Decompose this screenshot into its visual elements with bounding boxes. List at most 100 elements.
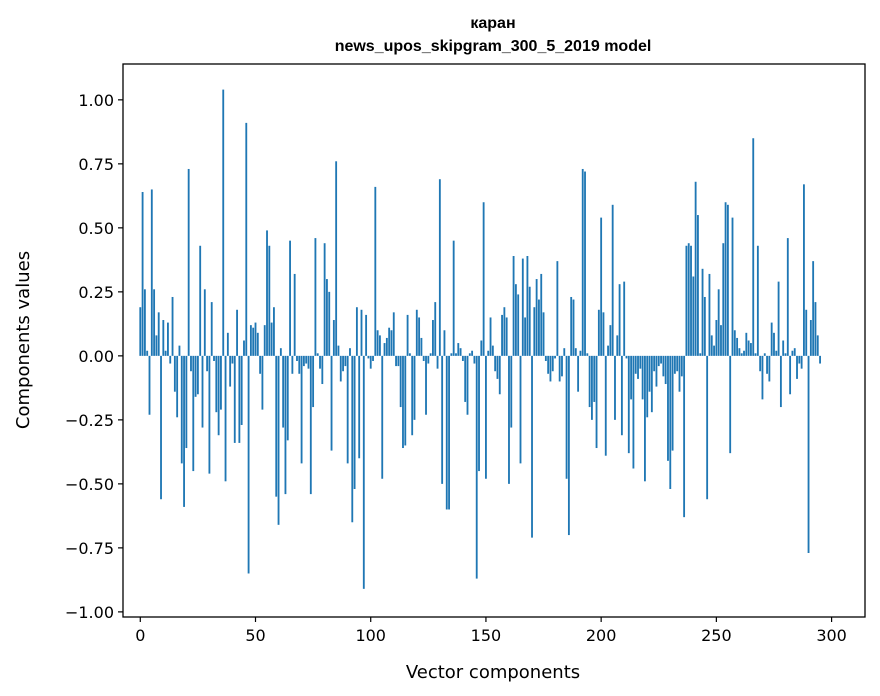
x-tick-label-50: 50 bbox=[245, 626, 265, 645]
bar-226 bbox=[660, 355, 662, 364]
bar-204 bbox=[609, 325, 612, 356]
bar-243 bbox=[699, 353, 702, 356]
bar-172 bbox=[535, 279, 538, 356]
y-tick-label-4: 0.00 bbox=[78, 347, 114, 366]
bar-278 bbox=[779, 355, 782, 408]
bar-182 bbox=[558, 355, 561, 382]
bar-176 bbox=[544, 355, 547, 361]
x-tick-label-200: 200 bbox=[586, 626, 617, 645]
bar-83 bbox=[330, 355, 333, 451]
bar-249 bbox=[713, 345, 715, 356]
bar-20 bbox=[185, 355, 188, 449]
bar-118 bbox=[411, 355, 414, 436]
bar-170 bbox=[531, 355, 533, 538]
bar-274 bbox=[770, 322, 773, 356]
bar-67 bbox=[293, 273, 296, 356]
bar-146 bbox=[475, 355, 478, 579]
bar-111 bbox=[395, 355, 397, 367]
bar-248 bbox=[710, 335, 713, 356]
bar-179 bbox=[551, 355, 554, 372]
bar-34 bbox=[217, 355, 220, 436]
bar-66 bbox=[291, 355, 294, 374]
bar-232 bbox=[673, 355, 676, 374]
bar-78 bbox=[319, 355, 321, 369]
bar-142 bbox=[466, 355, 469, 415]
bar-287 bbox=[800, 355, 803, 369]
bar-153 bbox=[491, 345, 494, 356]
bar-120 bbox=[415, 309, 418, 356]
bar-57 bbox=[270, 322, 273, 356]
bar-155 bbox=[496, 355, 499, 379]
bar-252 bbox=[720, 325, 722, 356]
bar-35 bbox=[220, 355, 222, 410]
bar-8 bbox=[157, 312, 160, 356]
bar-129 bbox=[436, 355, 439, 369]
bar-29 bbox=[206, 355, 209, 372]
bar-94 bbox=[355, 307, 358, 356]
bar-255 bbox=[726, 204, 729, 356]
bar-156 bbox=[498, 355, 501, 395]
bar-93 bbox=[353, 355, 356, 489]
bar-239 bbox=[690, 245, 692, 356]
bar-244 bbox=[701, 268, 704, 356]
bar-85 bbox=[335, 161, 338, 356]
bar-161 bbox=[510, 355, 513, 428]
bar-283 bbox=[791, 350, 794, 356]
bar-56 bbox=[268, 245, 271, 356]
bar-286 bbox=[798, 355, 801, 364]
bar-50 bbox=[254, 322, 257, 356]
bar-122 bbox=[420, 337, 423, 356]
bar-213 bbox=[630, 355, 633, 400]
bar-216 bbox=[637, 355, 639, 379]
bar-23 bbox=[192, 355, 195, 472]
bar-267 bbox=[754, 353, 757, 356]
bar-128 bbox=[434, 302, 437, 356]
bar-81 bbox=[326, 279, 328, 356]
bar-197 bbox=[593, 355, 596, 402]
bar-240 bbox=[692, 276, 695, 356]
bar-16 bbox=[176, 355, 179, 418]
bar-164 bbox=[517, 294, 520, 356]
bar-79 bbox=[321, 355, 324, 385]
bar-82 bbox=[328, 291, 331, 356]
bar-137 bbox=[455, 353, 457, 356]
bar-91 bbox=[349, 348, 351, 356]
bar-269 bbox=[759, 355, 762, 372]
bar-291 bbox=[809, 320, 812, 356]
bar-237 bbox=[685, 245, 688, 356]
bar-18 bbox=[180, 355, 183, 464]
bar-253 bbox=[722, 243, 725, 356]
bar-45 bbox=[243, 340, 245, 356]
bar-133 bbox=[445, 355, 448, 510]
bar-147 bbox=[478, 355, 480, 472]
chart-subtitle: news_upos_skipgram_300_5_2019 model bbox=[335, 38, 652, 55]
bar-158 bbox=[503, 307, 506, 356]
bar-30 bbox=[208, 355, 211, 474]
bar-27 bbox=[201, 355, 204, 428]
bar-24 bbox=[194, 355, 197, 397]
bar-14 bbox=[171, 296, 174, 356]
bar-251 bbox=[717, 289, 720, 356]
bar-201 bbox=[602, 312, 605, 356]
bar-87 bbox=[339, 355, 342, 382]
bar-41 bbox=[233, 355, 236, 443]
bar-185 bbox=[565, 355, 568, 479]
bar-233 bbox=[676, 355, 679, 372]
bar-37 bbox=[224, 355, 227, 482]
bar-132 bbox=[443, 330, 446, 356]
bar-229 bbox=[667, 355, 669, 461]
bar-217 bbox=[639, 355, 642, 369]
bar-215 bbox=[634, 355, 637, 374]
bar-140 bbox=[461, 355, 464, 361]
bar-32 bbox=[213, 355, 215, 361]
bar-227 bbox=[662, 355, 665, 377]
bar-11 bbox=[164, 350, 167, 356]
bar-126 bbox=[429, 353, 432, 356]
x-tick-label-250: 250 bbox=[701, 626, 732, 645]
bar-188 bbox=[572, 299, 575, 356]
bar-282 bbox=[789, 355, 792, 395]
bar-193 bbox=[584, 171, 586, 356]
bar-289 bbox=[805, 309, 808, 356]
bar-294 bbox=[816, 335, 819, 356]
bars-group bbox=[139, 89, 821, 589]
